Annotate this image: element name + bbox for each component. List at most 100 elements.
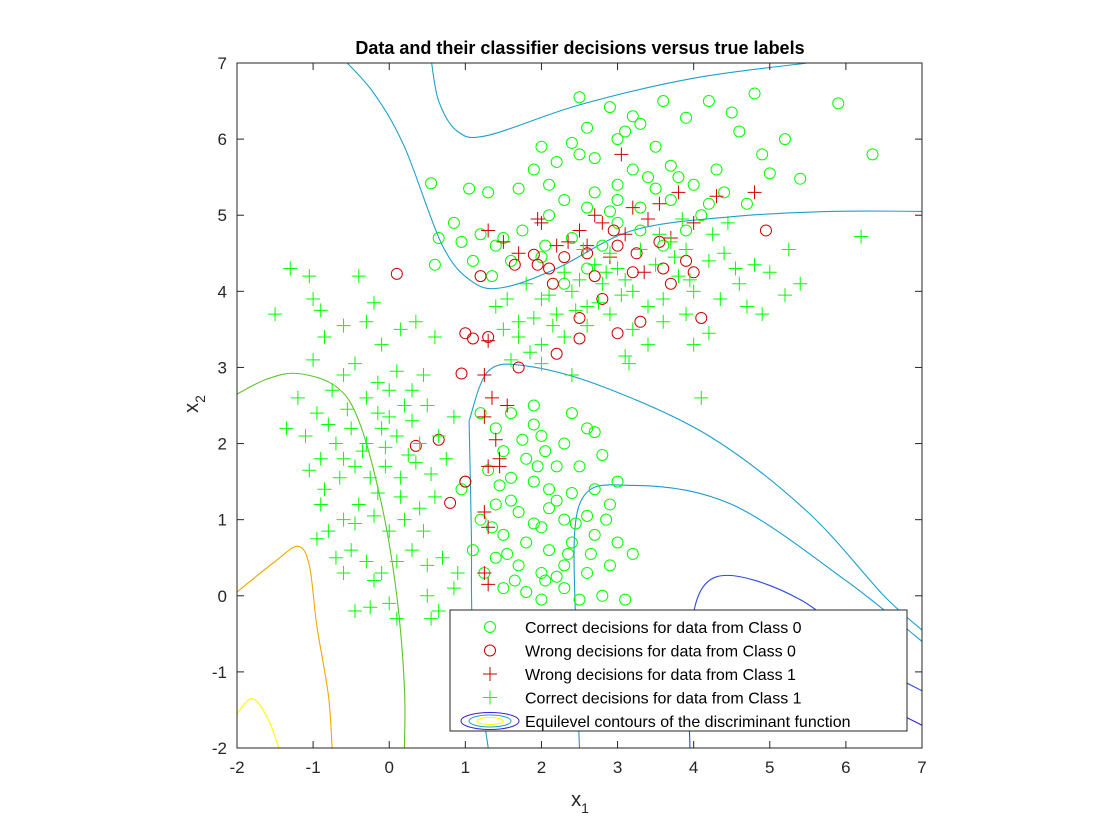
data-point-circle [531, 460, 544, 473]
data-point-circle [680, 224, 693, 237]
data-point-plus [306, 352, 321, 367]
data-point-circle [558, 559, 571, 572]
data-point-plus [477, 409, 492, 424]
legend-item: Equilevel contours of the discriminant f… [460, 712, 851, 731]
data-point-plus [580, 318, 595, 333]
data-point-plus [420, 558, 435, 573]
y-tick-label: 6 [218, 130, 227, 149]
data-point-plus [431, 604, 446, 618]
data-point-plus [675, 212, 690, 227]
data-point-plus [382, 596, 397, 611]
data-point-plus [614, 147, 629, 162]
data-point-plus [739, 299, 754, 314]
data-point-circle [581, 422, 594, 435]
data-point-plus [347, 516, 362, 531]
x-tick-label: 1 [461, 758, 470, 777]
data-point-plus [705, 227, 720, 242]
x-tick-label: 3 [613, 758, 622, 777]
data-point-plus [313, 303, 328, 318]
data-point-circle [459, 475, 472, 488]
data-point-circle [603, 559, 616, 572]
data-point-circle [543, 262, 556, 275]
y-axis-label-main: x [181, 403, 203, 413]
data-point-circle [535, 251, 548, 264]
data-point-plus [599, 265, 614, 280]
data-point-plus [336, 318, 351, 333]
data-point-plus [679, 242, 694, 257]
data-point-circle [527, 248, 540, 261]
data-point-circle [425, 177, 438, 190]
data-point-circle [710, 163, 723, 176]
data-point-plus [572, 272, 587, 287]
data-point-plus [656, 291, 671, 306]
data-point-plus [317, 482, 332, 497]
data-point-plus [367, 573, 381, 588]
data-point-plus [747, 185, 762, 200]
data-point-circle [581, 509, 594, 522]
data-point-plus [614, 288, 629, 303]
data-point-plus [530, 212, 545, 227]
legend-contour-swatch [476, 717, 504, 725]
data-point-circle [527, 399, 540, 412]
data-point-plus [332, 470, 347, 485]
data-point-plus [625, 200, 640, 215]
data-point-plus [679, 307, 694, 322]
data-point-circle [546, 277, 559, 290]
legend-label: Wrong decisions for data from Class 1 [525, 667, 796, 684]
data-point-plus [359, 390, 374, 405]
data-point-plus [564, 368, 579, 383]
data-point-plus [557, 330, 572, 344]
data-point-plus [367, 508, 381, 523]
data-point-circle [611, 216, 624, 229]
data-point-plus [359, 314, 374, 329]
data-point-plus [382, 383, 397, 398]
data-point-plus [686, 215, 701, 230]
data-point-circle [455, 235, 468, 248]
data-point-plus [363, 600, 378, 615]
data-point-circle [672, 171, 685, 184]
data-point-plus [374, 337, 389, 352]
data-point-plus [526, 310, 541, 325]
data-point-circle [527, 517, 540, 530]
data-point-plus [484, 390, 499, 405]
data-point-plus [747, 257, 762, 272]
data-point-plus [268, 307, 283, 322]
data-point-circle [447, 216, 460, 229]
data-point-plus [652, 227, 667, 242]
data-point-plus [344, 421, 359, 436]
data-point-plus [321, 524, 336, 539]
data-point-plus [389, 611, 404, 626]
data-point-circle [474, 513, 487, 526]
data-point-plus [378, 459, 393, 474]
data-point-circle [763, 167, 776, 180]
data-point-plus [401, 447, 416, 462]
data-point-plus [397, 512, 412, 527]
data-point-plus [557, 265, 572, 280]
data-point-circle [702, 197, 715, 210]
data-point-plus [728, 261, 743, 276]
data-point-circle [573, 148, 586, 161]
data-point-circle [558, 194, 571, 206]
data-point-circle [527, 418, 540, 431]
data-point-plus [720, 215, 735, 230]
data-point-circle [588, 186, 601, 199]
data-point-circle [573, 593, 586, 606]
data-point-plus [762, 265, 777, 280]
data-point-plus [313, 451, 328, 466]
series-group [268, 212, 869, 626]
data-point-circle [543, 209, 556, 222]
data-point-plus [393, 470, 408, 485]
data-point-circle [569, 517, 582, 530]
data-point-plus [542, 288, 557, 303]
data-point-circle [466, 544, 479, 557]
data-point-plus [424, 611, 439, 626]
data-point-plus [328, 550, 343, 565]
data-point-circle [543, 544, 556, 557]
data-point-plus [534, 356, 549, 371]
legend-item: Correct decisions for data from Class 1 [483, 690, 802, 708]
data-point-plus [370, 486, 385, 501]
data-point-circle [573, 460, 586, 473]
data-point-plus [389, 428, 404, 443]
data-point-plus [519, 276, 534, 291]
